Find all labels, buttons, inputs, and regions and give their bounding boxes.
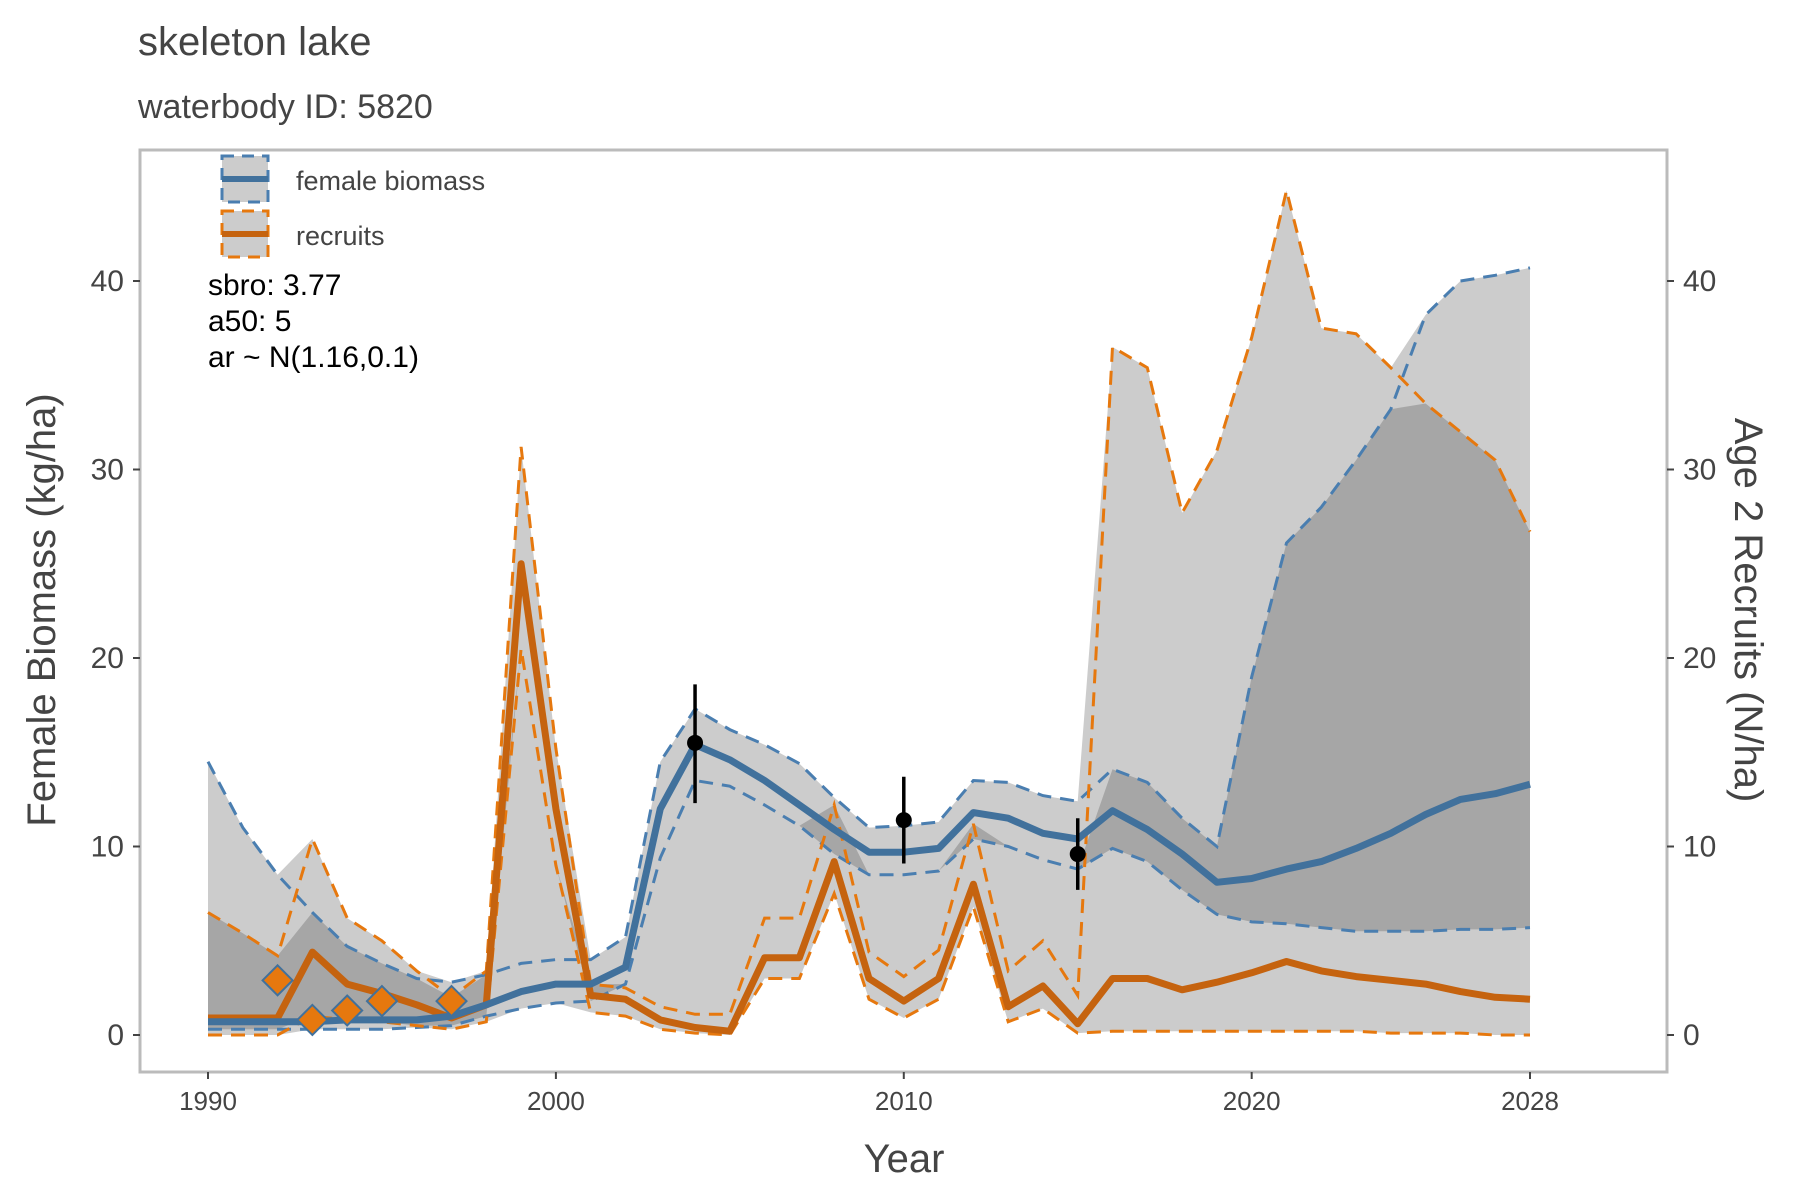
y-tick-left-label: 0 [107, 1019, 124, 1052]
recruits-lower-bound [208, 648, 1530, 1037]
annotation-ar: ar ~ N(1.16,0.1) [208, 341, 419, 374]
x-tick-label: 2020 [1223, 1086, 1281, 1116]
y-tick-left-label: 40 [91, 265, 124, 298]
obs-point-1 [895, 812, 912, 829]
y-tick-left-label: 20 [91, 642, 124, 675]
y-axis-label-left: Female Biomass (kg/ha) [20, 393, 64, 826]
y-axis-right: 0 10 20 30 40 [1667, 265, 1716, 1052]
y-tick-right-label: 10 [1683, 831, 1716, 864]
recruit-marker-0 [261, 963, 294, 997]
recruits-upper-bound [207, 190, 1532, 1016]
annotation-sbro: sbro: 3.77 [208, 269, 341, 302]
legend-label-recruits: recruits [296, 221, 385, 251]
recruit-marker-3 [365, 984, 399, 1018]
x-tick-label: 2028 [1501, 1086, 1559, 1116]
recruit-marker-1 [295, 1003, 329, 1037]
y-tick-left-label: 30 [91, 454, 124, 487]
annotations: sbro: 3.77 a50: 5 ar ~ N(1.16,0.1) [208, 269, 419, 374]
y-tick-right-label: 30 [1683, 454, 1716, 487]
legend: female biomass recruits [220, 154, 485, 259]
legend-label-biomass: female biomass [296, 166, 485, 196]
x-tick-label: 2010 [875, 1086, 933, 1116]
recruit-marker-4 [435, 984, 468, 1018]
biomass-lower-bound [208, 778, 1531, 1031]
plot-area [206, 190, 1532, 1037]
chart-title: skeleton lake [138, 20, 371, 64]
biomass-line [208, 741, 1531, 1026]
chart-subtitle: waterbody ID: 5820 [137, 88, 433, 126]
y-tick-right-label: 20 [1683, 642, 1716, 675]
y-tick-right-label: 0 [1683, 1019, 1700, 1052]
obs-point-0 [687, 734, 704, 751]
recruit-marker-2 [330, 994, 364, 1027]
x-axis: 1990 2000 2010 2020 2028 [179, 1072, 1559, 1116]
y-axis-left: 0 10 20 30 40 [91, 265, 140, 1052]
x-tick-label: 1990 [179, 1086, 237, 1116]
x-axis-label: Year [864, 1137, 945, 1181]
recruits-line [208, 560, 1531, 1035]
y-tick-left-label: 10 [91, 831, 124, 864]
ribbon-overlap [208, 403, 1530, 1030]
ribbon-union [208, 190, 1530, 1035]
y-axis-label-right: Age 2 Recruits (N/ha) [1726, 418, 1770, 803]
y-tick-right-label: 40 [1683, 265, 1716, 298]
annotation-a50: a50: 5 [208, 305, 291, 338]
obs-point-2 [1069, 846, 1086, 863]
biomass-upper-bound [206, 266, 1531, 984]
x-tick-label: 2000 [527, 1086, 585, 1116]
